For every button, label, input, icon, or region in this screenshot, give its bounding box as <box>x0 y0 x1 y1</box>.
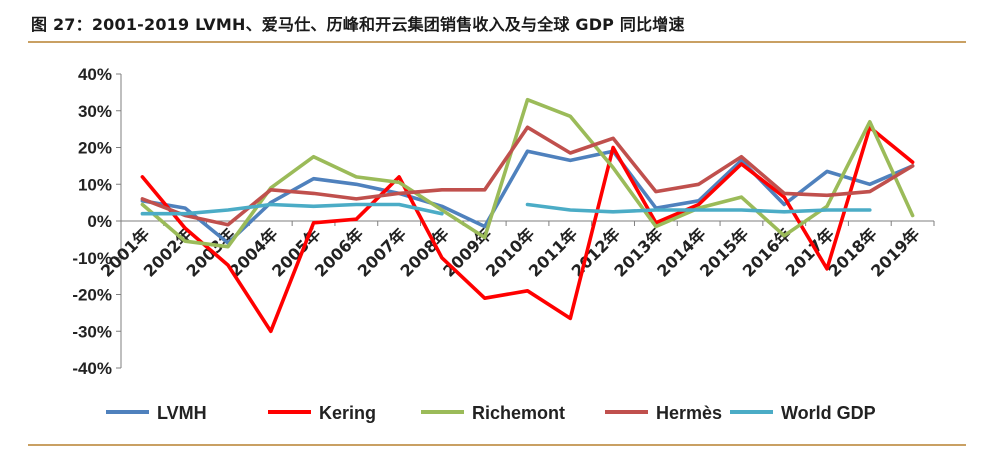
y-tick-label: -20% <box>72 286 112 305</box>
legend-label: Richemont <box>472 403 565 423</box>
y-tick-label: 30% <box>78 102 112 121</box>
legend-label: Hermès <box>656 403 722 423</box>
y-tick-label: -30% <box>72 322 112 341</box>
y-tick-label: -40% <box>72 359 112 378</box>
legend: LVMH Kering Richemont Hermès World GDP <box>106 403 876 423</box>
y-tick-label: 20% <box>78 139 112 158</box>
footer-divider <box>28 444 966 446</box>
y-tick-label: 10% <box>78 175 112 194</box>
y-tick-label: 0% <box>87 212 112 231</box>
series-lines <box>140 97 915 334</box>
chart-axes <box>120 74 934 368</box>
series-line-world-gdp <box>140 202 872 216</box>
title-divider <box>28 41 966 43</box>
x-axis-ticks: 2001年2002年2003年2004年2005年2006年2007年2008年… <box>97 221 935 281</box>
series-line-kering <box>140 125 915 334</box>
y-axis-ticks: 40% 30% 20% 10% 0% -10% -20% -30% -40% <box>72 65 121 378</box>
legend-label: Kering <box>319 403 376 423</box>
series-line-herm-s <box>140 125 915 227</box>
y-tick-label: 40% <box>78 65 112 84</box>
chart-title: 图 27：2001-2019 LVMH、爱马仕、历峰和开云集团销售收入及与全球 … <box>31 15 685 34</box>
series-line-richemont <box>140 97 915 249</box>
legend-label: World GDP <box>781 403 876 423</box>
series-line-lvmh <box>140 149 915 245</box>
legend-label: LVMH <box>157 403 207 423</box>
y-tick-label: -10% <box>72 249 112 268</box>
